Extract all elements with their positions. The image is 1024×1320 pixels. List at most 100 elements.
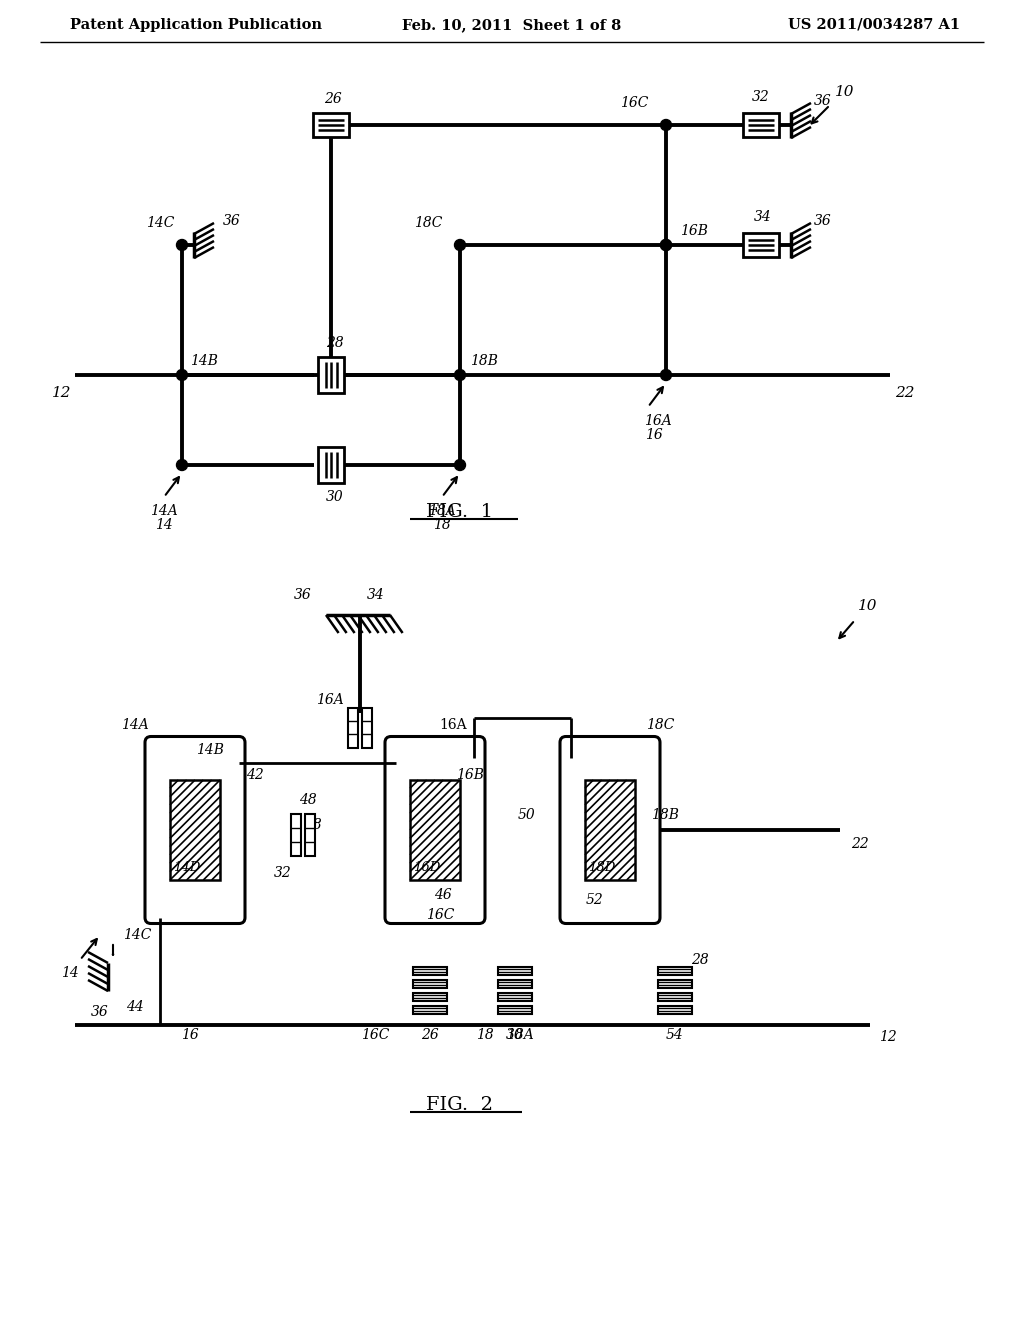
Text: 46: 46	[434, 888, 452, 902]
Bar	[410, 780, 460, 880]
Text: 14: 14	[61, 966, 79, 979]
Bar	[291, 814, 301, 855]
Text: 16A: 16A	[644, 414, 672, 428]
Bar	[585, 780, 635, 880]
Text: 16B: 16B	[456, 768, 484, 781]
Text: 44: 44	[126, 1001, 144, 1014]
Text: 36: 36	[814, 94, 831, 108]
Bar	[498, 979, 532, 987]
Text: 34: 34	[754, 210, 772, 224]
Text: 52: 52	[586, 894, 604, 907]
Circle shape	[660, 370, 672, 380]
Text: 16C: 16C	[426, 908, 455, 921]
Bar	[413, 966, 447, 974]
Bar	[498, 966, 532, 974]
Text: 10: 10	[858, 599, 878, 612]
Circle shape	[455, 459, 466, 470]
Text: 18A: 18A	[428, 504, 456, 517]
Bar	[658, 966, 692, 974]
Text: 16: 16	[645, 428, 663, 442]
Text: 16C: 16C	[360, 1028, 389, 1041]
Text: 12: 12	[880, 1030, 897, 1044]
Text: 14A: 14A	[151, 504, 178, 517]
FancyBboxPatch shape	[560, 737, 660, 924]
Text: 18C: 18C	[646, 718, 674, 733]
Text: 28: 28	[326, 337, 344, 350]
FancyBboxPatch shape	[385, 737, 485, 924]
Text: 18: 18	[433, 517, 451, 532]
Text: 14A: 14A	[121, 718, 148, 733]
Text: 18A: 18A	[506, 1028, 534, 1041]
Circle shape	[660, 239, 672, 251]
Text: 48: 48	[304, 818, 322, 832]
Text: 30: 30	[326, 490, 344, 504]
Text: 16A: 16A	[316, 693, 344, 706]
Bar	[313, 114, 349, 137]
Text: 50: 50	[518, 808, 536, 822]
Text: 14C: 14C	[123, 928, 152, 942]
Bar	[413, 993, 447, 1001]
Bar	[362, 708, 372, 747]
Bar	[413, 979, 447, 987]
Text: FIG.  2: FIG. 2	[427, 1096, 494, 1114]
Text: 18D: 18D	[588, 861, 615, 874]
Text: 16C: 16C	[620, 96, 648, 110]
Text: 18B: 18B	[470, 354, 498, 368]
Circle shape	[660, 120, 672, 131]
Text: 28: 28	[691, 953, 709, 968]
Bar	[305, 814, 315, 855]
Bar	[318, 447, 344, 483]
Text: 22: 22	[895, 385, 914, 400]
Bar	[658, 1006, 692, 1014]
Text: US 2011/0034287 A1: US 2011/0034287 A1	[787, 18, 961, 32]
Bar	[318, 356, 344, 393]
Text: FIG.  1: FIG. 1	[427, 503, 494, 521]
Circle shape	[455, 370, 466, 380]
Text: Patent Application Publication: Patent Application Publication	[70, 18, 322, 32]
Circle shape	[176, 370, 187, 380]
Circle shape	[660, 239, 672, 251]
Bar	[658, 993, 692, 1001]
Text: 26: 26	[421, 1028, 439, 1041]
Text: 36: 36	[223, 214, 241, 228]
Text: 22: 22	[851, 837, 869, 851]
Text: 14B: 14B	[190, 354, 218, 368]
Text: 36: 36	[294, 587, 312, 602]
Text: 48: 48	[299, 793, 316, 807]
Text: 26: 26	[325, 92, 342, 106]
Bar	[413, 1006, 447, 1014]
Text: 36: 36	[814, 214, 831, 228]
Text: 32: 32	[274, 866, 292, 880]
Text: 54: 54	[667, 1028, 684, 1041]
Text: 18: 18	[476, 1028, 494, 1041]
FancyBboxPatch shape	[145, 737, 245, 924]
Text: 14D: 14D	[173, 861, 201, 874]
Circle shape	[176, 459, 187, 470]
Text: 18B: 18B	[651, 808, 679, 822]
Text: 14C: 14C	[145, 216, 174, 230]
Text: 14B: 14B	[196, 743, 224, 756]
Text: 10: 10	[836, 84, 855, 99]
Circle shape	[176, 239, 187, 251]
Text: 30: 30	[506, 1028, 524, 1041]
Bar	[743, 114, 779, 137]
Text: 34: 34	[368, 587, 385, 602]
Text: 16A: 16A	[439, 718, 467, 733]
Bar	[170, 780, 220, 880]
Text: 42: 42	[246, 768, 264, 781]
Text: 16D: 16D	[413, 861, 440, 874]
Text: 32: 32	[752, 90, 770, 104]
Bar	[498, 1006, 532, 1014]
Text: 16B: 16B	[680, 224, 708, 238]
Circle shape	[455, 239, 466, 251]
Bar	[348, 708, 358, 747]
Text: 16: 16	[181, 1028, 199, 1041]
Text: 14: 14	[155, 517, 173, 532]
Bar	[743, 234, 779, 257]
Text: 12: 12	[52, 385, 72, 400]
Text: Feb. 10, 2011  Sheet 1 of 8: Feb. 10, 2011 Sheet 1 of 8	[402, 18, 622, 32]
Text: 36: 36	[91, 1005, 109, 1019]
Bar	[658, 979, 692, 987]
Text: 18C: 18C	[414, 216, 442, 230]
Bar	[498, 993, 532, 1001]
